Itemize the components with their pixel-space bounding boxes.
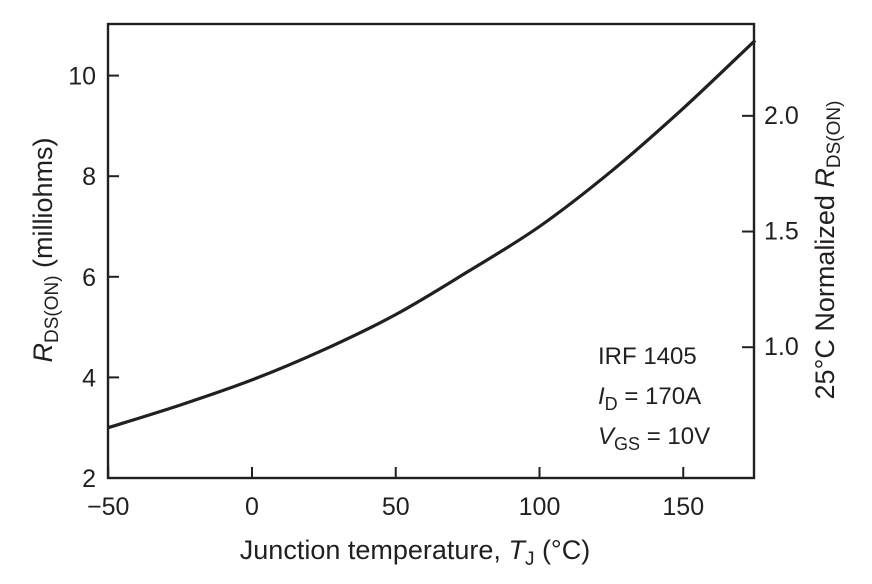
series-line — [107, 39, 757, 430]
y-tick-label: 4 — [82, 364, 96, 392]
y-tick-label: 10 — [68, 63, 96, 91]
annotation-drain-current: ID = 170A — [598, 383, 701, 414]
y-tick-label: 8 — [82, 163, 96, 191]
y-tick-label: 6 — [82, 264, 96, 292]
annotation-gate-voltage: VGS = 10V — [598, 423, 710, 454]
y2-tick-label: 2.0 — [764, 102, 799, 130]
x-axis-label: Junction temperature, TJ (°C) — [240, 535, 590, 570]
y2-tick-label: 1.0 — [764, 333, 799, 361]
y2-tick-label: 1.5 — [764, 218, 799, 246]
x-tick-label: 0 — [245, 493, 259, 521]
annotation-device: IRF 1405 — [598, 343, 697, 370]
x-tick-label: 100 — [519, 493, 561, 521]
x-tick-label: 150 — [662, 493, 704, 521]
y-axis-label-right: 25°C Normalized RDS(ON) — [810, 101, 845, 400]
y-ticks: 2 4 6 8 10 — [68, 63, 119, 493]
y-tick-label: 2 — [82, 465, 96, 493]
plot-frame — [106, 22, 756, 480]
x-tick-label: 50 — [382, 493, 410, 521]
x-tick-label: −50 — [87, 493, 129, 521]
x-ticks: −50 0 50 100 150 — [87, 467, 704, 521]
y-axis-label-left: RDS(ON) (milliohms) — [28, 137, 63, 362]
y2-ticks: 1.0 1.5 2.0 — [742, 102, 799, 361]
